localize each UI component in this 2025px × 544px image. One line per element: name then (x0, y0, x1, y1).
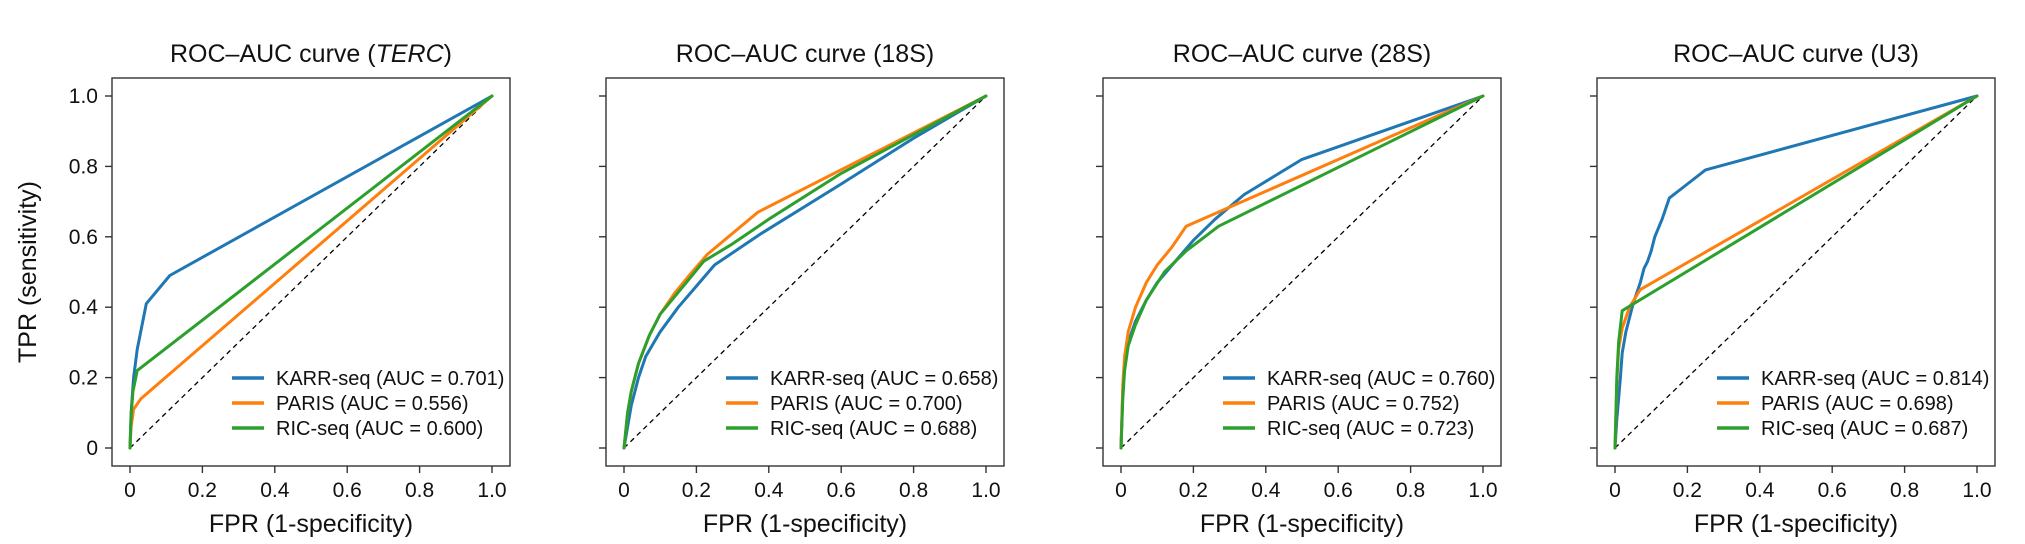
y-tick-label: 0.4 (69, 296, 99, 319)
x-tick-label: 0.8 (1890, 479, 1919, 502)
plot-frame (1596, 77, 1996, 467)
plot-frame (1102, 77, 1502, 467)
legend-label: KARR-seq (AUC = 0.658) (770, 368, 998, 390)
diagonal-reference-line (1614, 95, 1978, 449)
x-axis-label: FPR (1-specificity) (1694, 510, 1898, 538)
x-tick-label: 0.2 (682, 479, 711, 502)
y-tick-label: 0.2 (69, 367, 98, 390)
diagonal-reference-line (129, 95, 493, 449)
series-line (128, 94, 494, 450)
x-tick-label: 0.2 (188, 479, 217, 502)
legend-label: PARIS (AUC = 0.700) (770, 393, 962, 415)
legend-label: RIC-seq (AUC = 0.723) (1267, 418, 1474, 440)
legend-label: RIC-seq (AUC = 0.687) (1761, 418, 1968, 440)
diagonal-reference-line (623, 95, 987, 449)
x-tick-label: 0.2 (1673, 479, 1702, 502)
legend-label: PARIS (AUC = 0.698) (1761, 393, 1953, 415)
x-tick-label: 0.4 (754, 479, 784, 502)
x-tick-label: 0.4 (1745, 479, 1775, 502)
x-tick-label: 0.8 (405, 479, 434, 502)
x-axis-label: FPR (1-specificity) (703, 510, 907, 538)
x-tick-label: 1.0 (1468, 479, 1497, 502)
y-axis-label: TPR (sensitivity) (14, 181, 42, 363)
legend-label: KARR-seq (AUC = 0.760) (1267, 368, 1495, 390)
legend-label: RIC-seq (AUC = 0.688) (770, 418, 977, 440)
panel-title: ROC–AUC curve (U3) (1673, 40, 1919, 68)
x-tick-label: 0.8 (899, 479, 928, 502)
x-tick-label: 0.2 (1179, 479, 1208, 502)
x-tick-label: 1.0 (477, 479, 506, 502)
x-tick-label: 0 (1115, 479, 1127, 502)
y-tick-label: 0.6 (69, 226, 98, 249)
legend-label: KARR-seq (AUC = 0.814) (1761, 368, 1989, 390)
plot-frame (111, 77, 511, 467)
x-axis-label: FPR (1-specificity) (209, 510, 413, 538)
x-tick-label: 0.8 (1396, 479, 1425, 502)
legend-label: RIC-seq (AUC = 0.600) (276, 418, 483, 440)
panel-title: ROC–AUC curve (TERC) (170, 40, 452, 68)
series-line (1613, 94, 1979, 450)
panel-title: ROC–AUC curve (28S) (1173, 40, 1431, 68)
series-line (1119, 94, 1485, 450)
diagonal-reference-line (1120, 95, 1484, 449)
x-tick-label: 0.4 (1251, 479, 1281, 502)
y-tick-label: 0.8 (69, 155, 98, 178)
x-tick-label: 0 (124, 479, 136, 502)
series-line (622, 94, 988, 450)
panel-title: ROC–AUC curve (18S) (676, 40, 934, 68)
x-tick-label: 0 (1609, 479, 1621, 502)
legend-label: PARIS (AUC = 0.752) (1267, 393, 1459, 415)
series-line (622, 94, 988, 450)
x-tick-label: 0.6 (333, 479, 362, 502)
legend-label: KARR-seq (AUC = 0.701) (276, 368, 504, 390)
x-axis-label: FPR (1-specificity) (1200, 510, 1404, 538)
x-tick-label: 0.6 (827, 479, 856, 502)
y-tick-label: 1.0 (69, 85, 98, 108)
x-tick-label: 0.4 (260, 479, 290, 502)
x-tick-label: 0.6 (1324, 479, 1353, 502)
legend-label: PARIS (AUC = 0.556) (276, 393, 468, 415)
x-tick-label: 1.0 (1962, 479, 1991, 502)
series-line (1613, 94, 1979, 450)
x-tick-label: 1.0 (971, 479, 1000, 502)
plot-frame (605, 77, 1005, 467)
x-tick-label: 0 (618, 479, 630, 502)
y-tick-label: 0 (86, 437, 98, 460)
x-tick-label: 0.6 (1818, 479, 1847, 502)
